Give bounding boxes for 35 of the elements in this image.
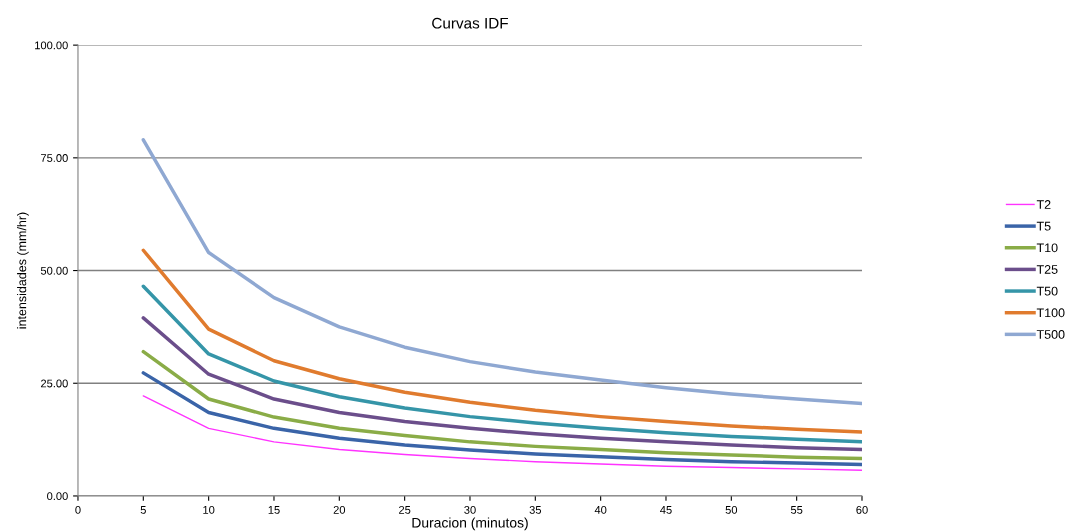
y-tick-label: 25.00 [41, 379, 68, 388]
legend-label: T2 [1036, 200, 1051, 209]
x-tick-label: 10 [203, 505, 215, 514]
x-tick-label: 15 [268, 506, 280, 514]
legend-label: T100 [1036, 308, 1065, 318]
line-series [141, 248, 862, 434]
line-series [141, 284, 862, 444]
legend-label: T50 [1036, 286, 1058, 296]
legend-label: T5 [1036, 221, 1051, 231]
line-series [142, 395, 862, 471]
y-tick-label: 75.00 [41, 154, 68, 162]
x-tick-label: 40 [594, 505, 607, 514]
x-tick-label: 30 [464, 505, 476, 514]
x-tick-label: 60 [856, 505, 868, 514]
x-tick-label: 35 [529, 505, 542, 514]
legend-label: T500 [1036, 330, 1065, 339]
line-series [141, 316, 862, 452]
x-tick-label: 55 [790, 506, 803, 514]
y-tick-label: 100.00 [35, 41, 68, 50]
x-axis-title: Duracion (minutos) [412, 517, 528, 531]
y-axis-title: intensidades (mm/hr) [17, 212, 29, 329]
line-series [141, 138, 862, 406]
chart-title: Curvas IDF [432, 17, 508, 29]
x-tick-label: 0 [75, 505, 81, 514]
legend-label: T10 [1036, 243, 1058, 253]
x-tick-label: 45 [660, 506, 672, 514]
legend-label: T25 [1036, 265, 1058, 274]
x-tick-label: 25 [399, 505, 411, 514]
y-tick-label: 50.00 [40, 266, 68, 275]
line-series [141, 371, 862, 467]
x-tick-label: 5 [140, 506, 146, 514]
x-tick-label: 50 [725, 505, 738, 514]
y-tick-label: 0.00 [47, 492, 68, 501]
x-tick-label: 20 [333, 505, 346, 514]
line-series [141, 349, 862, 461]
